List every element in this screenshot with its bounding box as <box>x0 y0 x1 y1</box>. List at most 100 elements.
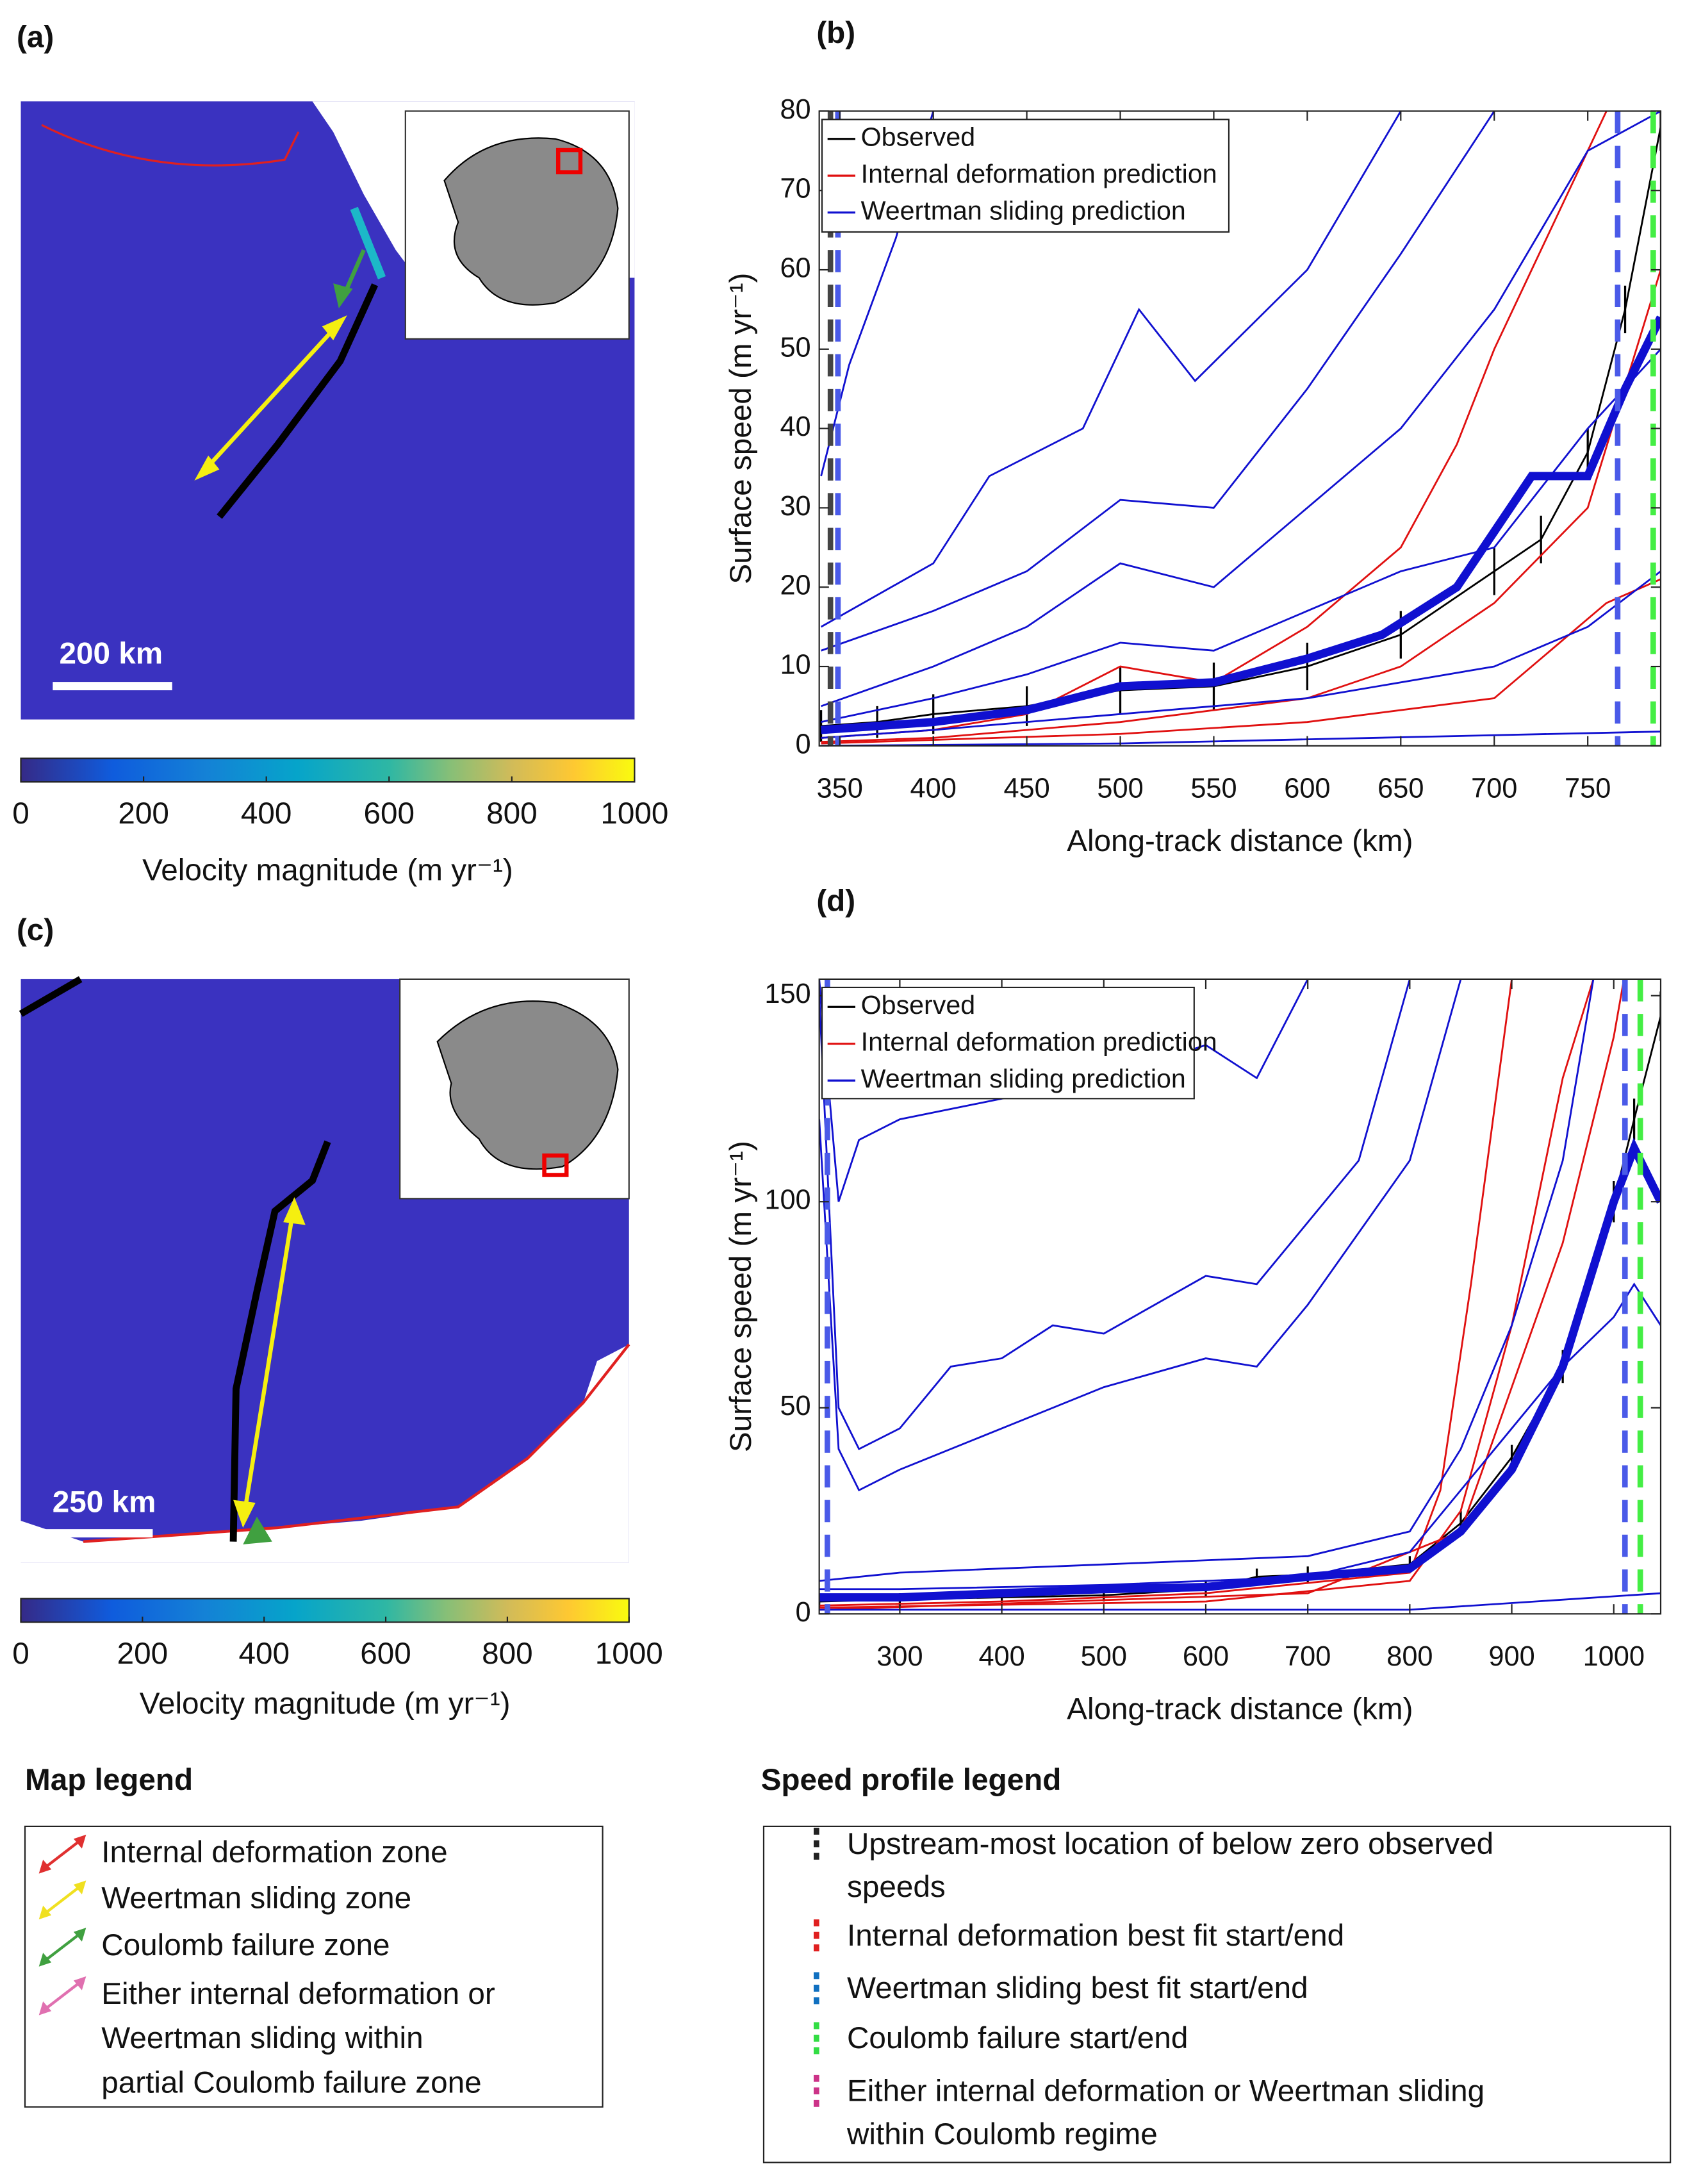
arrow-head <box>73 1880 86 1895</box>
map-c: 250 km (c) Velocity magnitude (m yr⁻¹) <box>17 913 630 1721</box>
x-tick-label: 900 <box>1488 1641 1534 1672</box>
line <box>819 1138 1661 1602</box>
arrow-head <box>38 2001 52 2015</box>
legend-label: Weertman sliding zone <box>101 1881 411 1915</box>
legend-label: partial Coulomb failure zone <box>101 2066 481 2100</box>
x-tick-label: 450 <box>1003 774 1049 804</box>
line <box>819 1592 1661 1611</box>
colorbar-label: Velocity magnitude (m yr⁻¹) <box>140 1687 511 1721</box>
legend-label: Internal deformation zone <box>101 1835 447 1869</box>
legend-title: Speed profile legend <box>761 1763 1062 1797</box>
tick-label: 0 <box>12 1637 29 1671</box>
arrow-head <box>333 283 353 309</box>
coulomb-arrow <box>342 249 366 295</box>
arrow-head <box>73 1928 86 1942</box>
y-tick-label: 150 <box>764 979 810 1009</box>
antarctica <box>443 137 619 306</box>
track <box>229 1140 331 1542</box>
legend-box <box>821 119 1230 233</box>
panel-label: (b) <box>816 16 855 50</box>
weertman-arrow <box>201 322 341 474</box>
colorbar-label: Velocity magnitude (m yr⁻¹) <box>142 854 513 888</box>
y-axis-label: Surface speed (m yr⁻¹) <box>724 1141 758 1452</box>
legend-label: Observed <box>861 990 975 1020</box>
line <box>821 111 1608 739</box>
x-tick-label: 600 <box>1284 774 1330 804</box>
axes-box <box>818 978 1662 1615</box>
legend-title: Map legend <box>25 1763 193 1797</box>
legend-label: Weertman sliding prediction <box>861 195 1186 225</box>
line <box>821 578 1661 745</box>
legend-label: Weertman sliding best fit start/end <box>847 1971 1308 2005</box>
arrow-head <box>38 1905 52 1920</box>
y-tick-label: 0 <box>796 1597 811 1628</box>
tick-label: 400 <box>241 797 292 831</box>
x-axis-label: Along-track distance (km) <box>1067 1692 1413 1726</box>
x-tick-label: 500 <box>1081 1641 1127 1672</box>
tick-label: 200 <box>117 1637 169 1671</box>
tick-label: 600 <box>360 1637 411 1671</box>
arrow-head <box>73 1834 86 1849</box>
tick-label: 0 <box>12 797 29 831</box>
legend-label: Coulomb failure zone <box>101 1928 390 1962</box>
legend-box <box>24 1825 604 2108</box>
y-tick-label: 40 <box>780 411 810 442</box>
tick-label: 800 <box>482 1637 533 1671</box>
line <box>821 315 1661 734</box>
arrow-head <box>38 1859 52 1874</box>
colorbar <box>20 757 636 783</box>
x-tick-label: 650 <box>1377 774 1424 804</box>
tick-label: 200 <box>118 797 169 831</box>
legend-label: Weertman sliding within <box>101 2021 423 2055</box>
scale-bar-label: 200 km <box>60 637 163 671</box>
x-tick-label: 800 <box>1386 1641 1433 1672</box>
y-tick-label: 20 <box>780 570 810 601</box>
y-tick-label: 50 <box>780 332 810 363</box>
line <box>819 979 1462 1492</box>
line <box>821 111 1661 707</box>
plot-area <box>819 979 1661 1614</box>
locator <box>555 147 583 175</box>
x-tick-label: 750 <box>1565 774 1611 804</box>
y-axis-label: Surface speed (m yr⁻¹) <box>724 273 758 584</box>
legend-label: speeds <box>847 1870 946 1904</box>
legend-label: Internal deformation best fit start/end <box>847 1919 1344 1953</box>
panel-label: (d) <box>816 884 855 918</box>
y-tick-label: 30 <box>780 491 810 522</box>
map-a: 200 km (a) Velocity magnitude (m yr⁻¹) <box>17 20 635 888</box>
x-tick-label: 1000 <box>1583 1641 1645 1672</box>
track <box>19 976 83 1017</box>
line <box>819 1016 1661 1603</box>
x-tick-label: 300 <box>876 1641 923 1672</box>
legend-label: within Coulomb regime <box>846 2117 1158 2151</box>
y-tick-label: 0 <box>796 729 811 759</box>
coulomb-arrow <box>243 1516 272 1544</box>
x-tick-label: 700 <box>1471 774 1517 804</box>
colorbar <box>20 1598 630 1623</box>
tick-label: 800 <box>486 797 538 831</box>
legend-label: Coulomb failure start/end <box>847 2021 1188 2055</box>
y-tick-label: 100 <box>764 1185 810 1216</box>
legend-box <box>762 1825 1672 2163</box>
legend-label: Internal deformation prediction <box>861 159 1217 188</box>
x-tick-label: 500 <box>1097 774 1143 804</box>
arrow-head <box>73 1976 86 1990</box>
arrow-head <box>283 1197 306 1225</box>
x-tick-label: 550 <box>1190 774 1237 804</box>
weertman-arrow <box>242 1211 295 1514</box>
fast-flow <box>350 206 386 279</box>
locator <box>542 1153 569 1177</box>
panel-label: (a) <box>17 20 54 54</box>
y-tick-label: 80 <box>780 94 810 125</box>
scale-bar-label: 250 km <box>53 1485 156 1519</box>
legend-label: Either internal deformation or Weertman … <box>847 2074 1484 2108</box>
tick-label: 1000 <box>595 1637 663 1671</box>
x-axis-label: Along-track distance (km) <box>1067 824 1413 858</box>
legend-label: Observed <box>861 122 975 152</box>
x-tick-label: 400 <box>978 1641 1024 1672</box>
tick-label: 1000 <box>600 797 668 831</box>
legend-arrow <box>44 1932 82 1962</box>
arrow-head <box>233 1500 256 1528</box>
line <box>819 979 1595 1609</box>
